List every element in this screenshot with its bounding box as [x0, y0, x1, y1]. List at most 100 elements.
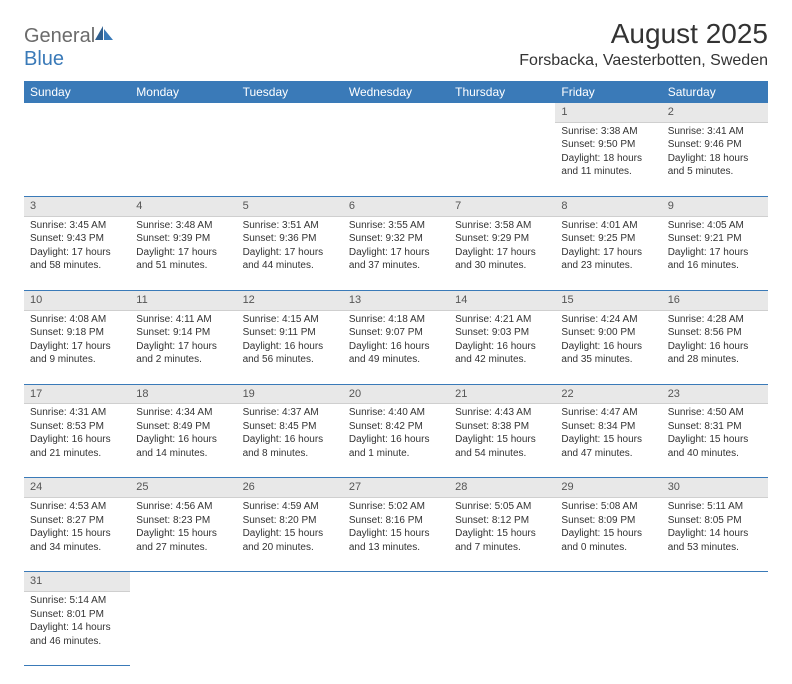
- day-day2: and 14 minutes.: [136, 447, 230, 461]
- daynum-row: 3456789: [24, 196, 768, 216]
- day-day1: Daylight: 15 hours: [668, 433, 762, 447]
- day-day1: Daylight: 16 hours: [349, 340, 443, 354]
- day-cell: [24, 122, 130, 196]
- day-number: 30: [662, 478, 768, 498]
- day-sunset: Sunset: 8:45 PM: [243, 420, 337, 434]
- day-sunset: Sunset: 8:05 PM: [668, 514, 762, 528]
- day-cell: Sunrise: 4:01 AMSunset: 9:25 PMDaylight:…: [555, 216, 661, 290]
- day-cell: Sunrise: 4:50 AMSunset: 8:31 PMDaylight:…: [662, 404, 768, 478]
- week-row: Sunrise: 3:38 AMSunset: 9:50 PMDaylight:…: [24, 122, 768, 196]
- day-cell: Sunrise: 4:15 AMSunset: 9:11 PMDaylight:…: [237, 310, 343, 384]
- day-day2: and 27 minutes.: [136, 541, 230, 555]
- day-number: 15: [555, 290, 661, 310]
- weekday-header: Tuesday: [237, 81, 343, 103]
- day-day1: Daylight: 15 hours: [243, 527, 337, 541]
- header: GeneralBlue August 2025 Forsbacka, Vaest…: [24, 18, 768, 71]
- day-day1: Daylight: 14 hours: [30, 621, 124, 635]
- day-number: 21: [449, 384, 555, 404]
- day-day2: and 8 minutes.: [243, 447, 337, 461]
- day-day2: and 51 minutes.: [136, 259, 230, 273]
- day-day1: Daylight: 16 hours: [243, 340, 337, 354]
- day-sunset: Sunset: 9:39 PM: [136, 232, 230, 246]
- day-sunset: Sunset: 8:27 PM: [30, 514, 124, 528]
- day-cell: Sunrise: 4:37 AMSunset: 8:45 PMDaylight:…: [237, 404, 343, 478]
- day-sunset: Sunset: 9:00 PM: [561, 326, 655, 340]
- day-sunset: Sunset: 9:32 PM: [349, 232, 443, 246]
- day-number: 5: [237, 196, 343, 216]
- day-number: [237, 103, 343, 122]
- day-sunset: Sunset: 8:09 PM: [561, 514, 655, 528]
- day-day1: Daylight: 15 hours: [561, 433, 655, 447]
- day-sunset: Sunset: 9:14 PM: [136, 326, 230, 340]
- day-cell: Sunrise: 5:02 AMSunset: 8:16 PMDaylight:…: [343, 498, 449, 572]
- day-sunset: Sunset: 9:36 PM: [243, 232, 337, 246]
- day-number: 31: [24, 572, 130, 592]
- day-cell: Sunrise: 4:56 AMSunset: 8:23 PMDaylight:…: [130, 498, 236, 572]
- day-sunset: Sunset: 9:46 PM: [668, 138, 762, 152]
- day-number: 24: [24, 478, 130, 498]
- day-day2: and 35 minutes.: [561, 353, 655, 367]
- logo: GeneralBlue: [24, 18, 115, 71]
- day-number: 22: [555, 384, 661, 404]
- day-day2: and 58 minutes.: [30, 259, 124, 273]
- day-day2: and 0 minutes.: [561, 541, 655, 555]
- day-day2: and 42 minutes.: [455, 353, 549, 367]
- calendar-table: Sunday Monday Tuesday Wednesday Thursday…: [24, 81, 768, 666]
- day-sunrise: Sunrise: 5:02 AM: [349, 500, 443, 514]
- day-day2: and 54 minutes.: [455, 447, 549, 461]
- day-cell: Sunrise: 3:58 AMSunset: 9:29 PMDaylight:…: [449, 216, 555, 290]
- logo-part1: General: [24, 25, 95, 47]
- weekday-header: Monday: [130, 81, 236, 103]
- day-cell: Sunrise: 3:55 AMSunset: 9:32 PMDaylight:…: [343, 216, 449, 290]
- day-day1: Daylight: 17 hours: [136, 246, 230, 260]
- day-day1: Daylight: 15 hours: [136, 527, 230, 541]
- day-cell: Sunrise: 5:11 AMSunset: 8:05 PMDaylight:…: [662, 498, 768, 572]
- day-number: 7: [449, 196, 555, 216]
- day-number: [343, 103, 449, 122]
- day-number: 19: [237, 384, 343, 404]
- day-day1: Daylight: 17 hours: [243, 246, 337, 260]
- day-number: [24, 103, 130, 122]
- day-day2: and 37 minutes.: [349, 259, 443, 273]
- day-cell: Sunrise: 4:18 AMSunset: 9:07 PMDaylight:…: [343, 310, 449, 384]
- day-number: 12: [237, 290, 343, 310]
- logo-sail-icon: [93, 24, 115, 42]
- day-cell: Sunrise: 4:31 AMSunset: 8:53 PMDaylight:…: [24, 404, 130, 478]
- day-number: 23: [662, 384, 768, 404]
- week-row: Sunrise: 4:08 AMSunset: 9:18 PMDaylight:…: [24, 310, 768, 384]
- day-day2: and 53 minutes.: [668, 541, 762, 555]
- daynum-row: 17181920212223: [24, 384, 768, 404]
- day-cell: [449, 592, 555, 666]
- day-day2: and 20 minutes.: [243, 541, 337, 555]
- day-day2: and 2 minutes.: [136, 353, 230, 367]
- day-number: 6: [343, 196, 449, 216]
- day-number: 8: [555, 196, 661, 216]
- day-day2: and 7 minutes.: [455, 541, 549, 555]
- day-sunset: Sunset: 9:11 PM: [243, 326, 337, 340]
- day-day1: Daylight: 14 hours: [668, 527, 762, 541]
- day-day2: and 49 minutes.: [349, 353, 443, 367]
- day-sunrise: Sunrise: 3:48 AM: [136, 219, 230, 233]
- day-day1: Daylight: 17 hours: [30, 340, 124, 354]
- day-sunrise: Sunrise: 4:43 AM: [455, 406, 549, 420]
- day-day2: and 16 minutes.: [668, 259, 762, 273]
- day-sunset: Sunset: 8:01 PM: [30, 608, 124, 622]
- calendar-page: GeneralBlue August 2025 Forsbacka, Vaest…: [0, 0, 792, 684]
- day-sunrise: Sunrise: 5:08 AM: [561, 500, 655, 514]
- month-title: August 2025: [519, 18, 768, 50]
- day-cell: Sunrise: 4:40 AMSunset: 8:42 PMDaylight:…: [343, 404, 449, 478]
- day-sunrise: Sunrise: 3:41 AM: [668, 125, 762, 139]
- day-number: [343, 572, 449, 592]
- day-cell: Sunrise: 3:51 AMSunset: 9:36 PMDaylight:…: [237, 216, 343, 290]
- day-day1: Daylight: 17 hours: [455, 246, 549, 260]
- day-day2: and 13 minutes.: [349, 541, 443, 555]
- day-sunrise: Sunrise: 3:45 AM: [30, 219, 124, 233]
- day-sunrise: Sunrise: 4:31 AM: [30, 406, 124, 420]
- day-sunrise: Sunrise: 4:11 AM: [136, 313, 230, 327]
- day-day1: Daylight: 15 hours: [561, 527, 655, 541]
- daynum-row: 31: [24, 572, 768, 592]
- day-cell: Sunrise: 4:08 AMSunset: 9:18 PMDaylight:…: [24, 310, 130, 384]
- day-day1: Daylight: 17 hours: [561, 246, 655, 260]
- day-number: 17: [24, 384, 130, 404]
- weekday-header: Sunday: [24, 81, 130, 103]
